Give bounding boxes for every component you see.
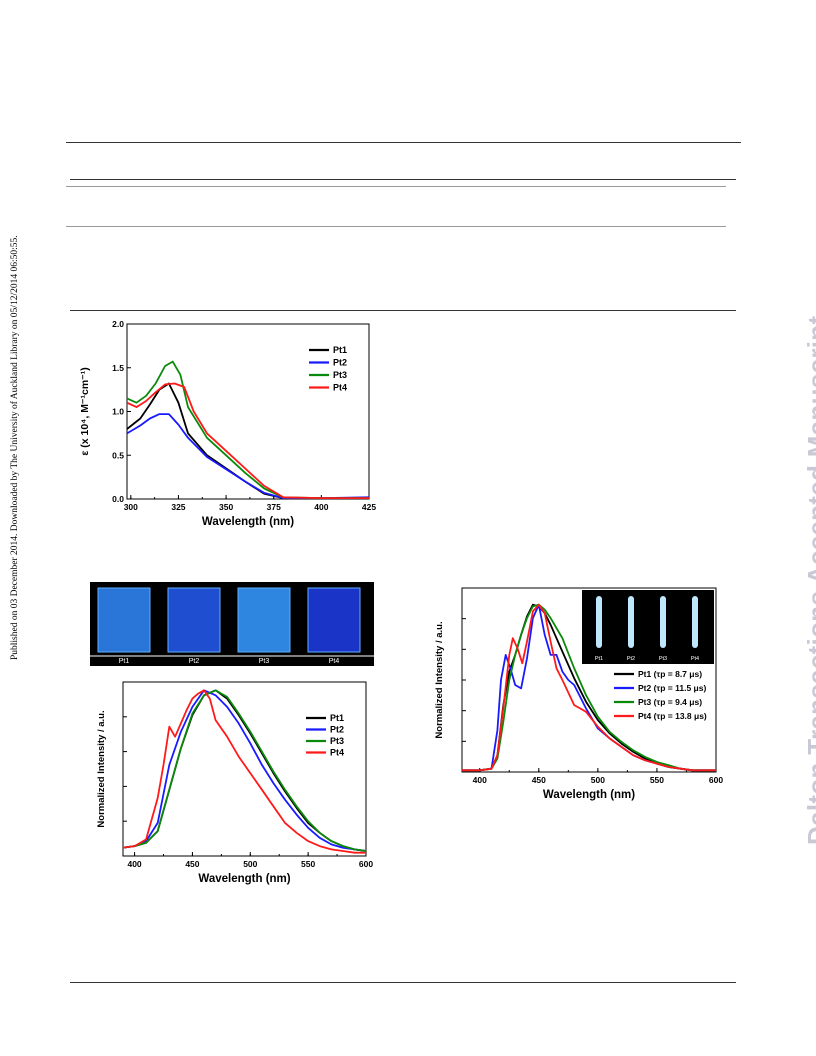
x-axis-label: Wavelength (nm) [198,873,290,885]
series-line-pt4 [126,382,369,500]
absorption-chart: 300 325 350 375 400 425 0.0 0.5 1.0 1.5 2.0 Wavelen… [79,319,376,528]
y-tick-label: 2.0 [112,319,124,329]
y-axis-label: ε (x 10⁴, M⁻¹cm⁻¹) [79,367,91,455]
rule-top [66,142,741,143]
film-sample-pt3 [237,587,291,653]
legend-label: Pt3 (τp = 9.4 μs) [638,697,702,707]
x-tick-label: 600 [359,859,373,869]
x-axis-label: Wavelength (nm) [202,516,294,528]
film-sample-pt1 [97,587,151,653]
tube-pt1 [596,596,602,648]
x-tick-label: 300 [124,502,138,512]
legend-label: Pt4 [333,383,347,393]
x-tick-label: 550 [301,859,315,869]
film-sample-pt2 [167,587,221,653]
watermark: Dalton Transactions Accepted Manuscript [768,200,816,850]
film-sample-label: Pt2 [189,658,200,665]
x-tick-label: 450 [532,775,546,785]
film-photo: Pt1 Pt2 Pt3 Pt4 [90,582,374,666]
series-line-pt2 [126,413,370,500]
y-tick-label: 0.0 [112,494,124,504]
legend-label: Pt3 [330,736,344,746]
x-tick-label: 400 [314,502,328,512]
rule-4 [66,226,726,227]
film-sample-pt4 [307,587,361,653]
series-line-pt1 [126,382,369,500]
film-sample-label: Pt4 [329,658,340,665]
legend-label: Pt3 [333,370,347,380]
publication-note-text: Published on 03 December 2014. Downloade… [10,235,20,660]
tube-photo: Pt1 Pt2 Pt3 Pt4 [582,590,714,664]
rule-bottom [70,982,736,983]
y-axis-label: Normalized Intensity / a.u. [96,710,107,827]
y-tick-label: 1.0 [112,407,124,417]
y-axis-label: Normalized Intensity / a.u. [434,621,445,738]
tube-pt4 [692,596,698,648]
x-tick-label: 600 [709,775,723,785]
legend-label: Pt1 [330,713,344,723]
tube-label: Pt1 [595,656,603,662]
x-tick-label: 325 [171,502,185,512]
legend-label: Pt1 (τp = 8.7 μs) [638,669,702,679]
legend-label: Pt2 [333,358,347,368]
x-tick-label: 400 [127,859,141,869]
series-line-pt4 [462,603,716,772]
rule-2 [70,179,736,180]
x-tick-label: 500 [243,859,257,869]
series-line-pt3 [462,603,716,772]
tube-pt3 [660,596,666,648]
tube-label: Pt3 [659,656,667,662]
x-tick-label: 425 [362,502,376,512]
x-tick-label: 450 [185,859,199,869]
rule-3 [66,186,726,187]
legend-label: Pt2 (τp = 11.5 μs) [638,683,706,693]
tube-label: Pt2 [627,656,635,662]
x-tick-label: 400 [473,775,487,785]
y-tick-label: 1.5 [112,363,124,373]
x-axis-label: Wavelength (nm) [543,789,635,801]
series-line-pt3 [122,689,367,852]
film-sample-label: Pt1 [119,658,130,665]
watermark-text: Dalton Transactions Accepted Manuscript [802,315,816,845]
rule-5 [70,310,736,311]
x-tick-label: 550 [650,775,664,785]
emission-film-chart: 400 450 500 550 600 Wavelength (nm) Normalized… [96,681,373,885]
tube-label: Pt4 [691,656,699,662]
legend-label: Pt2 [330,725,344,735]
legend-label: Pt1 [333,345,347,355]
legend-label: Pt4 [330,748,344,758]
x-tick-label: 500 [591,775,605,785]
legend-label: Pt4 (τp = 13.8 μs) [638,711,707,721]
series-line-pt4 [122,689,366,854]
film-sample-label: Pt3 [259,658,270,665]
y-tick-label: 0.5 [112,450,124,460]
x-tick-label: 375 [267,502,281,512]
series-line-pt2 [122,689,367,852]
emission-solution-chart: 400 450 500 550 600 Wavelength (nm) Normalized… [434,587,723,801]
x-tick-label: 350 [219,502,233,512]
tube-pt2 [628,596,634,648]
plot-frame [122,681,367,857]
publication-note: Published on 03 December 2014. Downloade… [4,180,26,700]
